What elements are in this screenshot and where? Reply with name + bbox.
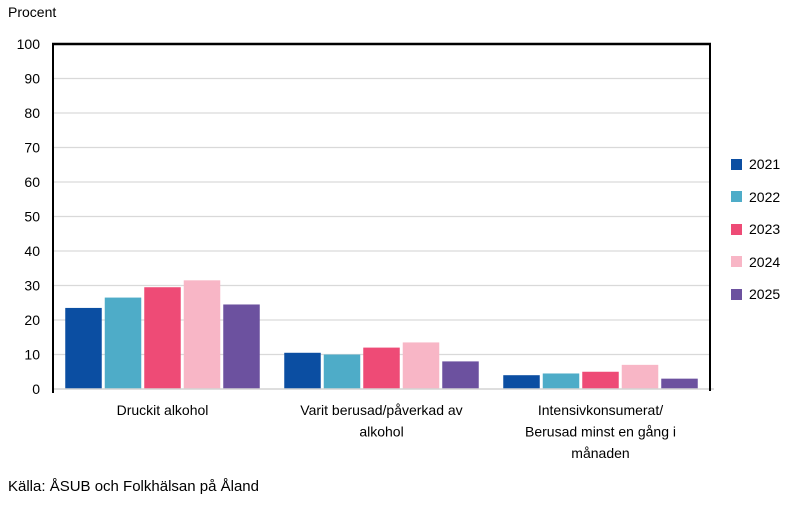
- bar-2025-cat2: [442, 361, 479, 389]
- x-category-label: Intensivkonsumerat/Berusad minst en gång…: [525, 402, 676, 461]
- y-tick-label: 20: [24, 312, 40, 328]
- legend-swatch: [731, 191, 742, 202]
- y-tick-label: 90: [24, 71, 40, 87]
- bar-2023-cat2: [363, 347, 400, 389]
- y-tick-label: 80: [24, 105, 40, 121]
- legend-item-2024: 2024: [731, 251, 780, 273]
- bar-chart: 0 10 20 30 40 50 60 70 80 90 100 Druckit alkohol Var…: [17, 36, 714, 461]
- legend-label: 2025: [749, 286, 781, 302]
- legend-label: 2022: [749, 188, 781, 205]
- source-note: Källa: ÅSUB och Folkhälsan på Åland: [8, 478, 259, 495]
- y-tick-label: 30: [24, 278, 40, 294]
- bar-2021-cat2: [284, 352, 321, 389]
- chart-legend: 2021 2022 2023 2024 2025: [731, 153, 780, 316]
- legend-swatch: [731, 288, 742, 300]
- bar-2021-cat3: [503, 375, 540, 389]
- legend-item-2025: 2025: [731, 283, 780, 305]
- bar-2024-cat2: [402, 342, 440, 389]
- y-tick-label: 40: [24, 243, 40, 259]
- y-tick-label: 0: [32, 381, 40, 397]
- y-tick-label: 50: [24, 209, 40, 225]
- bar-2022-cat2: [323, 354, 361, 389]
- bar-2025-cat1: [223, 304, 260, 389]
- bar-2024-cat1: [183, 280, 221, 389]
- y-tick-label: 10: [24, 347, 40, 363]
- y-tick-label: 70: [24, 140, 40, 156]
- legend-item-2021: 2021: [731, 153, 780, 175]
- legend-item-2023: 2023: [731, 218, 780, 240]
- bar-2024-cat3: [621, 364, 659, 389]
- bar-2022-cat1: [104, 297, 142, 389]
- bar-2025-cat3: [661, 378, 698, 389]
- legend-item-2022: 2022: [731, 186, 780, 208]
- bar-2022-cat3: [542, 373, 580, 389]
- bar-2023-cat3: [582, 371, 619, 389]
- legend-swatch: [731, 256, 742, 267]
- bar-2023-cat1: [144, 287, 181, 389]
- bar-2021-cat1: [65, 307, 102, 389]
- y-tick-label: 60: [24, 174, 40, 190]
- legend-label: 2024: [749, 253, 781, 270]
- x-category-label: Druckit alkohol: [117, 402, 209, 418]
- y-axis-title: Procent: [8, 4, 57, 20]
- legend-label: 2021: [749, 156, 781, 172]
- legend-swatch: [731, 223, 742, 235]
- x-category-label: Varit berusad/påverkad av alkohol: [300, 402, 462, 440]
- legend-swatch: [731, 158, 742, 170]
- y-tick-label: 100: [17, 36, 41, 52]
- legend-label: 2023: [749, 221, 781, 237]
